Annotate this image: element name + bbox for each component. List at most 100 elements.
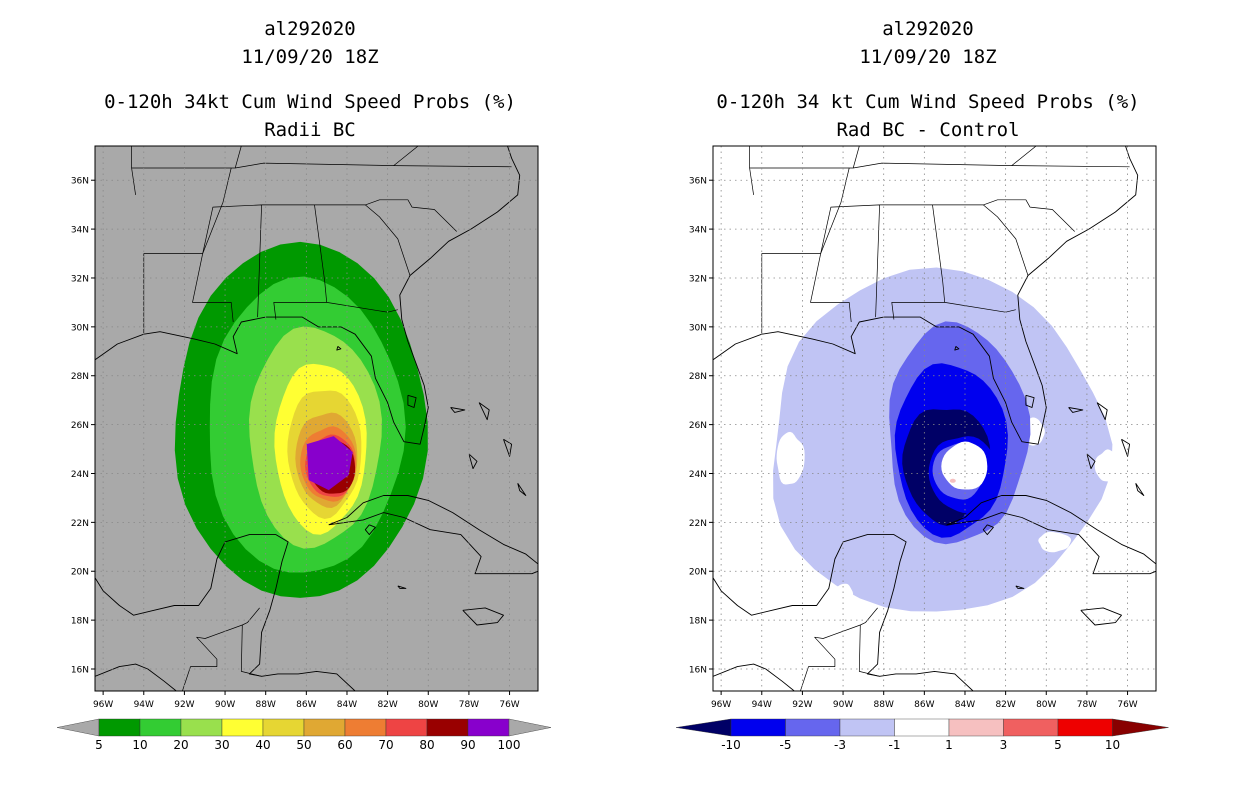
colorbar-swatch: [385, 718, 428, 737]
lat-tick-label: 20N: [689, 568, 707, 578]
lat-tick-label: 16N: [71, 666, 89, 676]
colorbar-label: -3: [834, 738, 846, 752]
lat-tick-label: 34N: [71, 226, 89, 236]
lon-tick-label: 92W: [792, 700, 812, 710]
lon-tick-label: 84W: [337, 700, 357, 710]
colorbar-swatch: [426, 718, 469, 737]
state-border: [800, 624, 861, 691]
lon-tick-label: 84W: [955, 700, 975, 710]
colorbar-label: 20: [173, 738, 188, 752]
state-border: [820, 204, 880, 318]
wind-diff-contour: [832, 583, 854, 608]
colorbar-label: -10: [721, 738, 741, 752]
colorbar-label: 10: [1105, 738, 1120, 752]
colorbar-swatch: [221, 718, 264, 737]
colorbar-label: 3: [1000, 738, 1008, 752]
lon-tick-label: 94W: [134, 700, 154, 710]
wind-diff-contour: [776, 431, 805, 485]
state-border: [365, 204, 411, 276]
state-border: [242, 607, 260, 626]
wind-diff-contour: [1094, 449, 1119, 483]
lon-tick-label: 96W: [711, 700, 731, 710]
state-border: [858, 624, 880, 677]
right-chart-title: 0-120h 34 kt Cum Wind Speed Probs (%): [716, 91, 1140, 113]
colorbar-label: 1: [945, 738, 953, 752]
island-outline: [503, 438, 513, 457]
lon-tick-label: 94W: [752, 700, 772, 710]
state-border: [261, 204, 328, 320]
state-border: [860, 607, 878, 626]
left-storm-id: al292020: [264, 18, 356, 40]
island-outline: [946, 495, 1156, 575]
colorbar-label: 50: [296, 738, 311, 752]
lon-tick-label: 86W: [296, 700, 316, 710]
island-outline: [328, 495, 538, 575]
state-border: [932, 199, 1075, 232]
colorbar-label: 80: [419, 738, 434, 752]
lat-tick-label: 32N: [71, 274, 89, 284]
colorbar-label: -5: [780, 738, 792, 752]
lat-tick-label: 20N: [71, 568, 89, 578]
map-gridlines: [713, 146, 1156, 691]
lon-tick-label: 80W: [1036, 700, 1056, 710]
colorbar-label: 5: [95, 738, 103, 752]
state-border: [393, 146, 419, 166]
lon-tick-label: 90W: [833, 700, 853, 710]
colorbar-swatch: [262, 718, 305, 737]
lat-tick-label: 36N: [689, 177, 707, 187]
lat-tick-label: 28N: [71, 372, 89, 382]
colorbar-label: 5: [1054, 738, 1062, 752]
map-geography: [713, 146, 1156, 691]
right-storm-id: al292020: [882, 18, 974, 40]
lon-tick-label: 88W: [256, 700, 276, 710]
colorbar-label: 30: [214, 738, 229, 752]
left-chart-subtitle: Radii BC: [264, 119, 356, 141]
lon-tick-label: 96W: [93, 700, 113, 710]
colorbar-swatch: [1057, 718, 1113, 737]
colorbar-swatch: [839, 718, 895, 737]
right-datetime: 11/09/20 18Z: [859, 46, 997, 68]
lat-tick-label: 16N: [689, 666, 707, 676]
lat-tick-label: 22N: [71, 519, 89, 529]
map-geography: [95, 146, 538, 691]
island-outline: [462, 607, 504, 626]
coastline: [713, 663, 795, 691]
island-outline: [1086, 453, 1096, 470]
lon-tick-label: 90W: [215, 700, 235, 710]
right-chart-subtitle: Rad BC - Control: [836, 119, 1020, 141]
island-outline: [1068, 407, 1084, 413]
state-border: [983, 204, 1029, 276]
island-outline: [1096, 402, 1108, 421]
colorbar-under-arrow: [675, 718, 732, 737]
left-map: 36N 34N 32N 30N 28N 26N 24N 22N 20N 18N 16N 96W 94W 9…: [56, 145, 552, 752]
coastline: [95, 534, 356, 691]
lon-tick-label: 76W: [1117, 700, 1137, 710]
colorbar-swatch: [303, 718, 346, 737]
state-border: [202, 167, 232, 254]
island-outline: [1135, 483, 1145, 496]
colorbar-label: 40: [255, 738, 270, 752]
island-outline: [982, 524, 994, 536]
colorbar-label: 70: [378, 738, 393, 752]
colorbar-swatch: [139, 718, 182, 737]
island-outline: [1080, 607, 1122, 626]
map-frame: [712, 145, 1157, 692]
map-frame: [94, 145, 539, 692]
wind-prob-contour: [306, 436, 353, 491]
lat-tick-label: 24N: [689, 470, 707, 480]
coastline: [95, 146, 521, 445]
coastline: [713, 146, 1139, 445]
lon-tick-label: 82W: [377, 700, 397, 710]
wind-diff-contour: [949, 478, 956, 483]
map-gridlines: [95, 146, 538, 691]
state-border: [314, 199, 457, 232]
colorbar-label: 90: [460, 738, 475, 752]
state-border: [879, 204, 946, 320]
island-outline: [468, 453, 478, 470]
island-outline: [517, 483, 527, 496]
lat-tick-label: 30N: [689, 323, 707, 333]
right-map: 36N 34N 32N 30N 28N 26N 24N 22N 20N 18N 16N 96W 94W 9…: [675, 145, 1169, 752]
island-outline: [397, 585, 407, 589]
lat-tick-label: 22N: [689, 519, 707, 529]
colorbar-label: 100: [498, 738, 521, 752]
